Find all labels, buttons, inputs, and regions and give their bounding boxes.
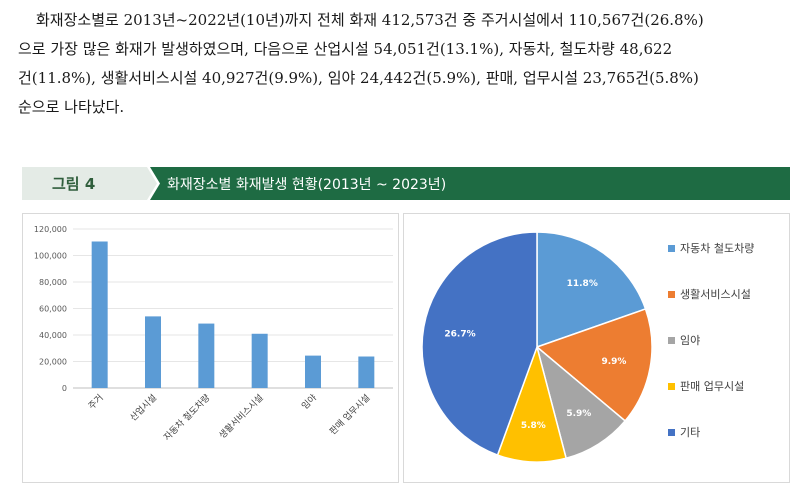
legend-label: 생활서비스시설: [680, 287, 751, 301]
legend-label: 임야: [680, 334, 700, 347]
pie-data-label: 26.7%: [444, 329, 475, 339]
pie-slice: [421, 231, 538, 456]
pie-data-label: 5.8%: [521, 421, 546, 431]
paragraph-line: 화재장소별로 2013년~2022년(10년)까지 전체 화재 412,573건…: [36, 11, 704, 29]
y-tick-label: 100,000: [34, 252, 67, 261]
y-tick-label: 20,000: [39, 358, 67, 367]
y-tick-label: 40,000: [39, 331, 67, 340]
pie-slice: [535, 308, 653, 422]
figure-header-banner: [22, 167, 790, 200]
figure-title: 화재장소별 화재발생 현황(2013년 ~ 2023년): [167, 177, 447, 193]
figure-header: 그림 4 화재장소별 화재발생 현황(2013년 ~ 2023년): [22, 167, 790, 200]
bar: [305, 355, 321, 388]
paragraph-line: 으로 가장 많은 화재가 발생하였으며, 다음으로 산업시설 54,051건(1…: [18, 40, 673, 58]
legend-swatch: [668, 429, 675, 436]
pie-data-label: 11.8%: [567, 279, 598, 289]
legend-label: 기타: [680, 426, 700, 439]
summary-paragraph: 화재장소별로 2013년~2022년(10년)까지 전체 화재 412,573건…: [18, 6, 786, 122]
legend-swatch: [668, 245, 675, 252]
x-tick-label: 산업시설: [128, 392, 159, 423]
bar-chart: 0 20,000 40,000 60,000 80,000 100,000 120,000 주…: [34, 225, 393, 443]
y-tick-label: 0: [62, 384, 67, 393]
x-tick-label: 판매 업무시설: [328, 392, 373, 437]
bar: [358, 356, 375, 388]
bar: [145, 316, 161, 388]
legend-label: 판매 업무시설: [680, 380, 744, 393]
legend-swatch: [668, 383, 675, 390]
x-tick-label: 생활서비스시설: [216, 392, 265, 441]
y-tick-label: 60,000: [39, 305, 67, 314]
pie-data-label: 5.9%: [566, 409, 591, 419]
bar: [198, 323, 215, 388]
x-tick-label: 임야: [299, 392, 319, 412]
figure-label-tab: [22, 167, 157, 200]
legend-swatch: [668, 291, 675, 298]
y-tick-label: 80,000: [39, 278, 67, 287]
bar-chart-panel: 0 20,000 40,000 60,000 80,000 100,000 120,000 주…: [22, 213, 399, 483]
x-tick-label: 주거: [86, 392, 105, 411]
paragraph-line: 건(11.8%), 생활서비스시설 40,927건(9.9%), 임야 24,4…: [18, 69, 699, 87]
legend-label: 자동차 철도차량: [680, 242, 754, 255]
bar: [91, 241, 108, 388]
y-tick-label: 120,000: [34, 225, 67, 234]
figure-title-bar: [150, 167, 790, 200]
pie-data-label: 9.9%: [601, 357, 626, 367]
legend-swatch: [668, 337, 675, 344]
figure-label: 그림 4: [52, 175, 96, 193]
bar: [251, 333, 268, 388]
pie-chart: 11.8% 9.9% 5.9% 5.8% 26.7% 자동차 철도차량생활서비스시설임야판…: [421, 231, 754, 463]
x-tick-label: 자동차 철도차량: [161, 392, 212, 443]
paragraph-line: 순으로 나타났다.: [18, 98, 125, 116]
